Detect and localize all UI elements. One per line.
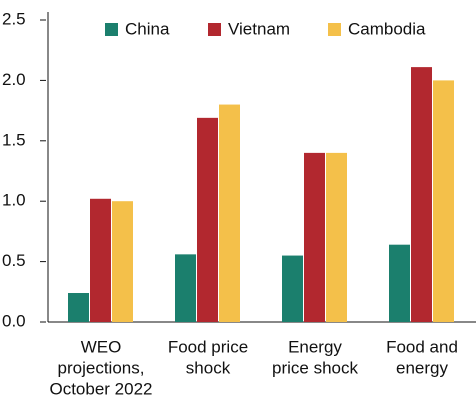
bar: [112, 201, 133, 322]
bar: [411, 67, 432, 322]
x-tick-label: price shock: [272, 358, 358, 377]
y-tick-label: 2.0: [2, 70, 26, 89]
bar: [68, 293, 89, 322]
x-tick-label: shock: [186, 358, 231, 377]
x-tick-label: Food price: [168, 337, 248, 356]
x-tick-label: WEO: [81, 337, 122, 356]
legend-swatch: [208, 23, 221, 36]
x-tick-label: projections,: [58, 358, 145, 377]
bar: [90, 198, 111, 322]
x-tick-label: October 2022: [49, 379, 152, 398]
bar: [304, 152, 325, 322]
bar: [389, 244, 410, 322]
bar: [282, 255, 303, 322]
bar: [326, 152, 347, 322]
legend-swatch: [328, 23, 341, 36]
x-tick-label: Energy: [288, 337, 342, 356]
legend-swatch: [105, 23, 118, 36]
x-tick-label: Food and: [386, 337, 458, 356]
x-tick-label: energy: [396, 358, 448, 377]
y-tick-label: 1.5: [2, 130, 26, 149]
bar: [175, 254, 196, 322]
legend-label: Vietnam: [228, 19, 290, 38]
bar: [219, 104, 240, 322]
legend-label: Cambodia: [348, 19, 426, 38]
y-tick-label: 0.0: [2, 311, 26, 330]
legend-label: China: [125, 19, 170, 38]
bar: [197, 117, 218, 323]
y-tick-label: 0.5: [2, 251, 26, 270]
bar: [433, 80, 454, 323]
y-tick-label: 2.5: [2, 9, 26, 28]
y-tick-label: 1.0: [2, 191, 26, 210]
